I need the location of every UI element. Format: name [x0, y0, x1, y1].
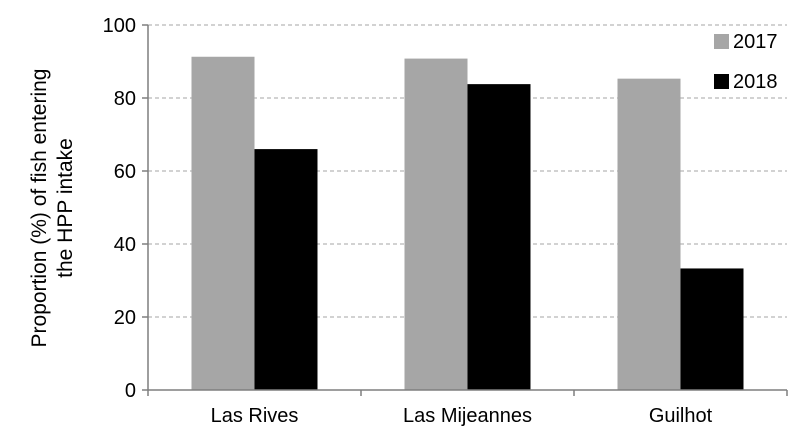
- bar-2017-1: [404, 58, 468, 390]
- x-axis-categories: Las Rives Las Mijeannes Guilhot: [211, 405, 713, 427]
- y-tick-label-20: 20: [114, 307, 136, 329]
- bars: [191, 56, 744, 390]
- y-tick-label-40: 40: [114, 234, 136, 256]
- y-tick-label-60: 60: [114, 161, 136, 183]
- bar-2018-1: [467, 84, 531, 390]
- legend: 2017 2018: [714, 31, 778, 93]
- legend-label-2017: 2017: [733, 31, 778, 53]
- legend-swatch-2018: [714, 74, 729, 89]
- legend-label-2018: 2018: [733, 71, 778, 93]
- bar-2017-0: [191, 56, 255, 390]
- y-tick-label-80: 80: [114, 88, 136, 110]
- legend-swatch-2017: [714, 34, 729, 49]
- x-category-label: Las Mijeannes: [403, 405, 532, 427]
- x-category-label: Guilhot: [649, 405, 713, 427]
- y-axis-ticks: 0 20 40 60 80 100: [103, 15, 148, 402]
- y-axis-title-line-2: the HPP intake: [54, 138, 77, 278]
- bar-2018-2: [680, 268, 744, 390]
- bar-2018-0: [254, 149, 318, 390]
- bar-2017-2: [617, 78, 681, 390]
- x-category-label: Las Rives: [211, 405, 299, 427]
- y-tick-label-0: 0: [125, 380, 136, 402]
- y-axis-title-line-1: Proportion (%) of fish entering: [28, 69, 51, 348]
- y-axis-title: Proportion (%) of fish entering the HPP …: [28, 69, 77, 348]
- y-tick-label-100: 100: [103, 15, 136, 37]
- axes: [147, 25, 788, 396]
